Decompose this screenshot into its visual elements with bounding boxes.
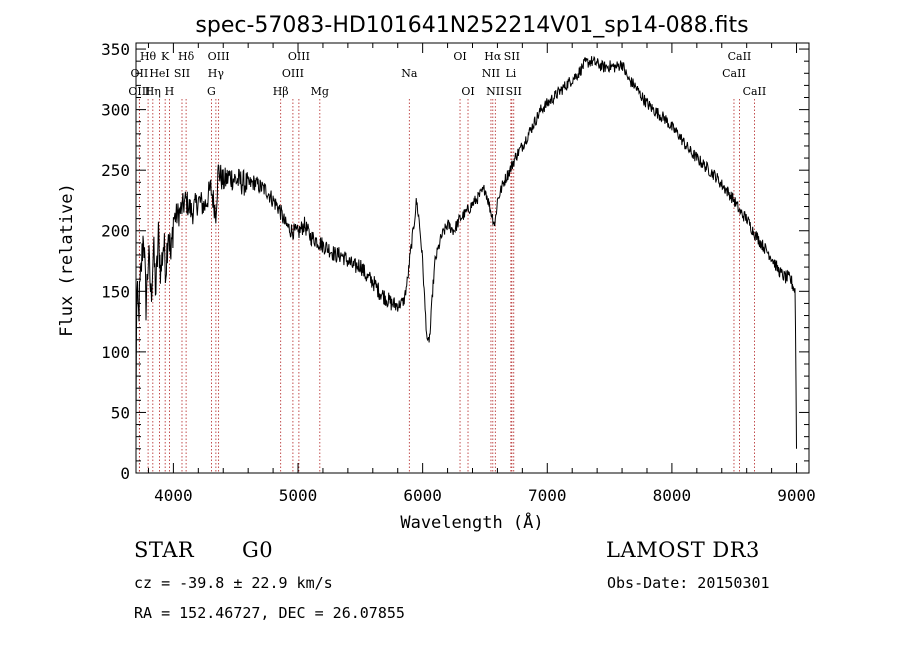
spectral-line-label: OIII: [128, 85, 150, 98]
spectral-line-label: Hη: [145, 85, 161, 98]
spectral-line-label: NII: [482, 67, 500, 80]
spectral-line-label: H: [165, 85, 175, 98]
axes-layer: 4000 5000 6000 7000 8000 9000 0 50 100 150 200 250 3…: [101, 40, 816, 505]
plot-frame: [135, 42, 810, 474]
spectral-line-label: OI: [461, 85, 474, 98]
spectral-line-label: SII: [506, 85, 522, 98]
y-tick-label: 300: [101, 101, 130, 120]
spectral-line-label: CaII: [728, 50, 752, 63]
spectral-line-label: CaII: [722, 67, 746, 80]
y-tick-label: 350: [101, 40, 130, 59]
spectrum-layer: [135, 55, 797, 449]
spectral-line-label: OIII: [282, 67, 304, 80]
object-subclass: G0: [242, 538, 274, 562]
spectral-line-label: OI: [453, 50, 466, 63]
spectrum-trace: [135, 55, 797, 449]
spectral-line-label: Hα: [484, 50, 502, 63]
spectral-line-label: SII: [174, 67, 190, 80]
spectral-line-label: OIII: [288, 50, 310, 63]
spectral-line-label: SII: [504, 50, 520, 63]
object-type: STAR: [134, 538, 195, 562]
redshift-text: cz = -39.8 ± 22.9 km/s: [134, 574, 333, 592]
spectral-line-label: HeI: [149, 67, 169, 80]
spectral-line-label: Hθ: [140, 50, 157, 63]
coordinates: RA = 152.46727, DEC = 26.07855: [134, 604, 405, 622]
x-tick-label: 5000: [279, 486, 318, 505]
x-tick-label: 6000: [403, 486, 442, 505]
x-tick-label: 4000: [154, 486, 193, 505]
spectral-line-label: OIII: [208, 50, 230, 63]
x-tick-label: 9000: [777, 486, 816, 505]
spectral-line-label: Hδ: [178, 50, 195, 63]
chart-title: spec-57083-HD101641N252214V01_sp14-088.f…: [195, 13, 748, 38]
spectral-line-label: Mg: [311, 85, 329, 98]
spectral-line-label: Hβ: [273, 85, 289, 98]
obs-date: Obs-Date: 20150301: [607, 574, 770, 592]
y-tick-label: 150: [101, 282, 130, 301]
y-axis-label: Flux (relative): [57, 183, 77, 337]
spectral-line-label: CaII: [743, 85, 767, 98]
spectral-line-label: Na: [401, 67, 418, 80]
spectral-line-label: Li: [505, 67, 516, 80]
survey-name: LAMOST DR3: [606, 538, 760, 562]
spectral-line-label: G: [207, 85, 216, 98]
spectral-line-label: K: [161, 50, 170, 63]
x-tick-label: 8000: [653, 486, 692, 505]
x-axis-label: Wavelength (Å): [400, 511, 543, 533]
y-tick-label: 50: [111, 403, 130, 422]
spectral-line-label: Hγ: [208, 67, 225, 80]
y-tick-label: 0: [120, 464, 130, 483]
x-tick-label: 7000: [528, 486, 567, 505]
y-tick-label: 100: [101, 343, 130, 362]
spectral-line-label: NII: [486, 85, 504, 98]
y-tick-label: 250: [101, 161, 130, 180]
y-tick-label: 200: [101, 222, 130, 241]
